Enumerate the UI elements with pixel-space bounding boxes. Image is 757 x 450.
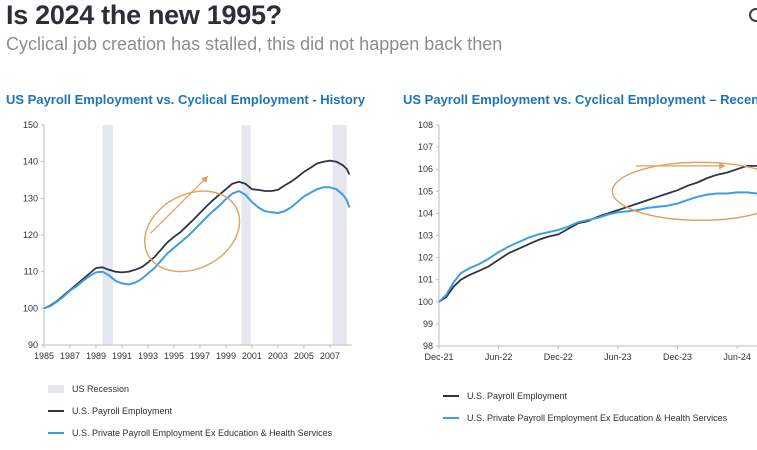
series-line-payroll bbox=[43, 159, 351, 310]
chart-title-history: US Payroll Employment vs. Cyclical Emplo… bbox=[6, 92, 366, 107]
x-tick-label: 1995 bbox=[164, 351, 184, 361]
y-tick-label: 150 bbox=[23, 120, 38, 130]
x-tick-label: 1987 bbox=[60, 351, 80, 361]
series-line-private bbox=[438, 191, 757, 303]
x-tick-label: 1985 bbox=[34, 351, 54, 361]
legend-label-payroll-recent: U.S. Payroll Employment bbox=[467, 391, 568, 401]
y-tick-label: 110 bbox=[24, 267, 38, 277]
annotation-arrow-head-0 bbox=[201, 176, 208, 184]
x-tick-label: Dec-23 bbox=[663, 352, 692, 362]
page-subtitle: Cyclical job creation has stalled, this … bbox=[6, 34, 503, 54]
y-tick-label: 140 bbox=[23, 157, 38, 167]
x-tick-label: 2007 bbox=[320, 351, 340, 361]
y-tick-label: 101 bbox=[418, 275, 433, 285]
y-tick-label: 104 bbox=[418, 208, 433, 218]
recession-band-2 bbox=[332, 125, 347, 345]
y-tick-label: 102 bbox=[418, 253, 433, 263]
chart-title-recent: US Payroll Employment vs. Cyclical Emplo… bbox=[403, 92, 757, 107]
x-tick-label: Jun-22 bbox=[485, 352, 513, 362]
x-tick-label: 2005 bbox=[294, 351, 314, 361]
legend-swatch-payroll-recent bbox=[443, 395, 459, 397]
x-tick-label: 2001 bbox=[242, 351, 262, 361]
x-tick-label: 1997 bbox=[190, 351, 210, 361]
legend-label-recession: US Recession bbox=[72, 384, 130, 394]
x-tick-label: Dec-21 bbox=[424, 352, 453, 362]
legend-label-private: U.S. Private Payroll Employment Ex Educa… bbox=[72, 428, 333, 438]
x-tick-label: Dec-22 bbox=[544, 352, 573, 362]
legend-swatch-payroll bbox=[48, 410, 64, 412]
recession-band-1 bbox=[241, 125, 251, 345]
page-title: Is 2024 the new 1995? bbox=[6, 0, 282, 30]
y-tick-label: 105 bbox=[418, 186, 433, 196]
annotation-arrow-shaft-0 bbox=[150, 175, 209, 234]
y-tick-label: 106 bbox=[418, 164, 433, 174]
recession-band-0 bbox=[102, 125, 113, 345]
series-line-payroll bbox=[438, 164, 757, 303]
y-tick-label: 98 bbox=[423, 341, 433, 351]
legend-recent: U.S. Payroll Employment U.S. Private Pay… bbox=[443, 385, 727, 429]
legend-item-recession: US Recession bbox=[48, 378, 332, 400]
legend-label-private-recent: U.S. Private Payroll Employment Ex Educa… bbox=[467, 413, 728, 423]
legend-swatch-recession bbox=[48, 385, 64, 393]
y-tick-label: 107 bbox=[418, 142, 433, 152]
x-tick-label: 1991 bbox=[112, 351, 132, 361]
x-tick-label: Jun-24 bbox=[723, 352, 751, 362]
legend-swatch-private bbox=[48, 432, 64, 434]
y-tick-label: 103 bbox=[418, 231, 433, 241]
x-tick-label: 1989 bbox=[86, 351, 106, 361]
annotation-arrow-head-1 bbox=[719, 162, 726, 170]
x-tick-label: 1993 bbox=[138, 351, 158, 361]
y-tick-label: 99 bbox=[423, 319, 433, 329]
y-tick-label: 108 bbox=[418, 120, 433, 130]
legend-item-private-recent: U.S. Private Payroll Employment Ex Educa… bbox=[443, 407, 727, 429]
x-tick-label: Jun-23 bbox=[604, 352, 632, 362]
legend-history: US Recession U.S. Payroll Employment U.S… bbox=[48, 378, 332, 444]
legend-label-payroll: U.S. Payroll Employment bbox=[72, 406, 173, 416]
legend-swatch-private-recent bbox=[443, 417, 459, 419]
annotation-ellipse-1 bbox=[611, 161, 757, 221]
y-tick-label: 120 bbox=[23, 230, 38, 240]
legend-item-payroll: U.S. Payroll Employment bbox=[48, 400, 332, 422]
y-tick-label: 90 bbox=[28, 340, 38, 350]
y-tick-label: 100 bbox=[418, 297, 433, 307]
y-tick-label: 130 bbox=[23, 193, 38, 203]
y-tick-label: 100 bbox=[23, 303, 38, 313]
corner-mark-icon bbox=[749, 8, 757, 22]
series-line-private bbox=[43, 186, 351, 310]
x-tick-label: 2003 bbox=[268, 351, 288, 361]
legend-item-private: U.S. Private Payroll Employment Ex Educa… bbox=[48, 422, 332, 444]
annotation-ellipse-0 bbox=[144, 190, 241, 273]
legend-item-payroll-recent: U.S. Payroll Employment bbox=[443, 385, 727, 407]
x-tick-label: 1999 bbox=[216, 351, 236, 361]
